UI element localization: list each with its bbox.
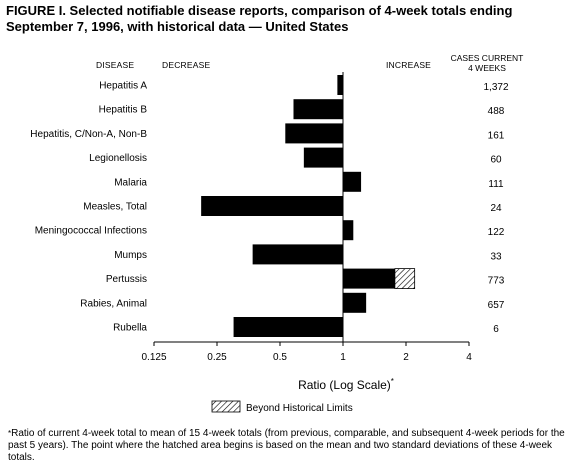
footnote-mark: * [8,429,12,438]
category-label-rabies-animal: Rabies, Animal [80,298,147,309]
header-increase: INCREASE [386,60,432,70]
x-tick-label-5: 4 [466,352,472,363]
category-label-legionellosis: Legionellosis [89,153,147,164]
bar-rubella [233,317,343,337]
figure-title: FIGURE I. Selected notifiable disease re… [6,3,566,35]
x-axis-label-mark: * [391,377,394,386]
cases-values: 1,372 488 161 60 111 24 122 33 773 657 6 [483,82,508,335]
header-decrease: DECREASE [162,60,211,70]
cases-value-hepatitis-c-non-a-non-b: 161 [488,130,505,141]
category-label-hepatitis-c-non-a-non-b: Hepatitis, C/Non-A, Non-B [30,129,147,140]
bar-measles-total [201,196,343,216]
bar-hepatitis-b [293,99,343,120]
category-label-pertussis: Pertussis [106,274,147,285]
figure-title-line-2: September 7, 1996, with historical data … [6,19,349,34]
cases-value-legionellosis: 60 [490,155,502,166]
bar-rabies-animal [343,292,367,313]
category-labels: Hepatitis A Hepatitis B Hepatitis, C/Non-A… [30,81,147,334]
cases-value-rabies-animal: 657 [488,300,505,311]
category-label-measles-total: Measles, Total [83,202,147,213]
footnote-text: Ratio of current 4-week total to mean of… [8,428,565,463]
bar-meningococcal-infections [343,220,354,241]
legend-label: Beyond Historical Limits [246,403,353,414]
cases-value-malaria: 111 [488,179,504,190]
footnote: *Ratio of current 4-week total to mean o… [8,428,568,464]
cases-value-pertussis: 773 [488,276,505,287]
category-label-malaria: Malaria [114,177,147,188]
category-label-mumps: Mumps [114,250,147,261]
bar-hepatitis-c-non-a-non-b [285,123,343,144]
category-label-meningococcal-infections: Meningococcal Infections [35,226,147,237]
header-cases: CASES CURRENT 4 WEEKS [432,53,542,73]
cases-value-meningococcal-infections: 122 [488,227,505,238]
category-label-hepatitis-b: Hepatitis B [99,105,148,116]
category-label-hepatitis-a: Hepatitis A [99,81,147,92]
header-disease: DISEASE [96,60,135,70]
x-axis-label: Ratio (Log Scale)* [298,377,394,392]
x-tick-label-2: 0.5 [273,352,287,363]
cases-value-hepatitis-a: 1,372 [483,82,508,93]
x-tick-label-4: 2 [403,352,409,363]
bar-malaria [343,171,362,192]
bars-layer [201,75,416,337]
cases-value-hepatitis-b: 488 [488,106,505,117]
cases-value-rubella: 6 [493,324,499,335]
header-cases-line-2: 4 WEEKS [468,63,506,73]
figure-title-line-1: FIGURE I. Selected notifiable disease re… [6,3,513,18]
bar-hatch-pertussis [394,268,416,290]
legend-hatch-swatch [211,400,241,413]
legend: Beyond Historical Limits [211,400,353,414]
x-axis-label-text: Ratio (Log Scale) [298,378,391,392]
bar-legionellosis [303,147,343,168]
x-tick-label-3: 1 [340,352,346,363]
category-label-rubella: Rubella [113,323,147,334]
x-tick-label-0: 0.125 [141,352,166,363]
bar-hepatitis-a [337,75,343,95]
header-cases-line-1: CASES CURRENT [450,53,524,63]
bar-mumps [252,244,343,265]
cases-value-measles-total: 24 [490,203,502,214]
bar-pertussis [343,268,395,289]
cases-value-mumps: 33 [490,251,502,262]
x-tick-label-1: 0.25 [207,352,227,363]
x-axis: 0.125 0.25 0.5 1 2 4 [141,72,472,363]
